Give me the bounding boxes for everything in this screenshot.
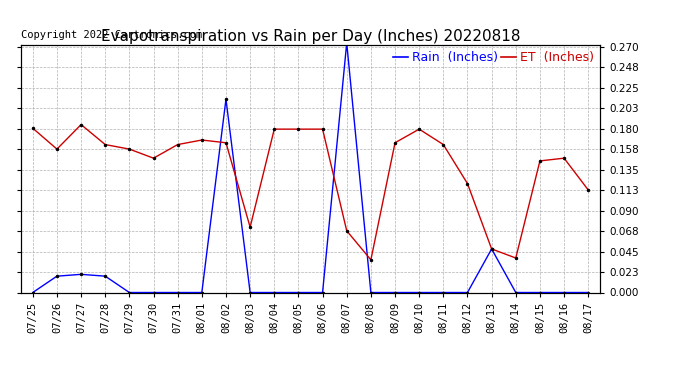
Title: Evapotranspiration vs Rain per Day (Inches) 20220818: Evapotranspiration vs Rain per Day (Inch…: [101, 29, 520, 44]
Legend: Rain  (Inches), ET  (Inches): Rain (Inches), ET (Inches): [393, 51, 594, 64]
Text: Copyright 2022 Cartronics.com: Copyright 2022 Cartronics.com: [21, 30, 202, 39]
